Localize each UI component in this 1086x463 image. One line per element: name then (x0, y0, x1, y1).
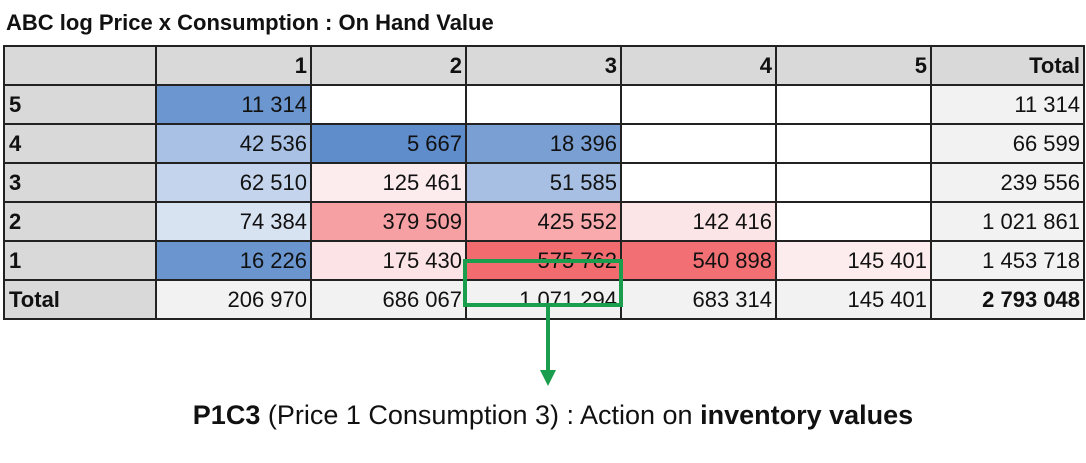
cell: 142 416 (620, 201, 777, 242)
corner-cell (3, 45, 157, 86)
cell (465, 84, 622, 125)
cell: 18 396 (465, 123, 622, 164)
header-row: 1 2 3 4 5 Total (3, 45, 1085, 86)
cell (775, 162, 932, 203)
table-row: 3 62 510 125 461 51 585 239 556 (3, 162, 1085, 203)
cell: 379 509 (310, 201, 467, 242)
cell: 145 401 (775, 240, 932, 281)
row-header: 4 (3, 123, 157, 164)
highlight-box (463, 259, 623, 307)
cell: 2 793 048 (930, 279, 1085, 320)
cell: 425 552 (465, 201, 622, 242)
table-row: 5 11 314 11 314 (3, 84, 1085, 125)
column-header: 4 (620, 45, 777, 86)
cell: 1 453 718 (930, 240, 1085, 281)
cell: 239 556 (930, 162, 1085, 203)
cell (775, 84, 932, 125)
cell: 125 461 (310, 162, 467, 203)
row-header: 1 (3, 240, 157, 281)
cell: 42 536 (155, 123, 312, 164)
cell (620, 162, 777, 203)
data-table: 1 2 3 4 5 Total 5 11 314 11 314 4 42 536 5 667 18 39… (3, 45, 1085, 320)
annotation-emphasis: inventory values (700, 400, 914, 430)
cell: 74 384 (155, 201, 312, 242)
table-row: 2 74 384 379 509 425 552 142 416 1 021 861 (3, 201, 1085, 242)
column-header: Total (930, 45, 1085, 86)
cell: 1 071 294 (465, 279, 622, 320)
table-row: 4 42 536 5 667 18 396 66 599 (3, 123, 1085, 164)
cell: 62 510 (155, 162, 312, 203)
row-header: Total (3, 279, 157, 320)
row-header: 5 (3, 84, 157, 125)
column-header: 3 (465, 45, 622, 86)
cell (775, 201, 932, 242)
row-header: 2 (3, 201, 157, 242)
cell: 11 314 (930, 84, 1085, 125)
cell: 540 898 (620, 240, 777, 281)
arrow-head (540, 370, 556, 386)
column-header: 1 (155, 45, 312, 86)
column-header: 2 (310, 45, 467, 86)
cell: 51 585 (465, 162, 622, 203)
row-header: 3 (3, 162, 157, 203)
cell: 5 667 (310, 123, 467, 164)
table-row: Total 206 970 686 067 1 071 294 683 314 145 4… (3, 279, 1085, 320)
annotation-code: P1C3 (192, 400, 261, 430)
cell: 11 314 (155, 84, 312, 125)
cell: 175 430 (310, 240, 467, 281)
cell (620, 123, 777, 164)
annotation-text: (Price 1 Consumption 3) : Action on (267, 400, 693, 430)
cell: 1 021 861 (930, 201, 1085, 242)
cell (310, 84, 467, 125)
cell: 206 970 (155, 279, 312, 320)
cell (775, 123, 932, 164)
cell: 66 599 (930, 123, 1085, 164)
cell (620, 84, 777, 125)
annotation: P1C3 (Price 1 Consumption 3) : Action on… (0, 400, 1086, 431)
title: ABC log Price x Consumption : On Hand Va… (6, 10, 494, 35)
cell: 145 401 (775, 279, 932, 320)
cell: 16 226 (155, 240, 312, 281)
column-header: 5 (775, 45, 932, 86)
cell: 686 067 (310, 279, 467, 320)
